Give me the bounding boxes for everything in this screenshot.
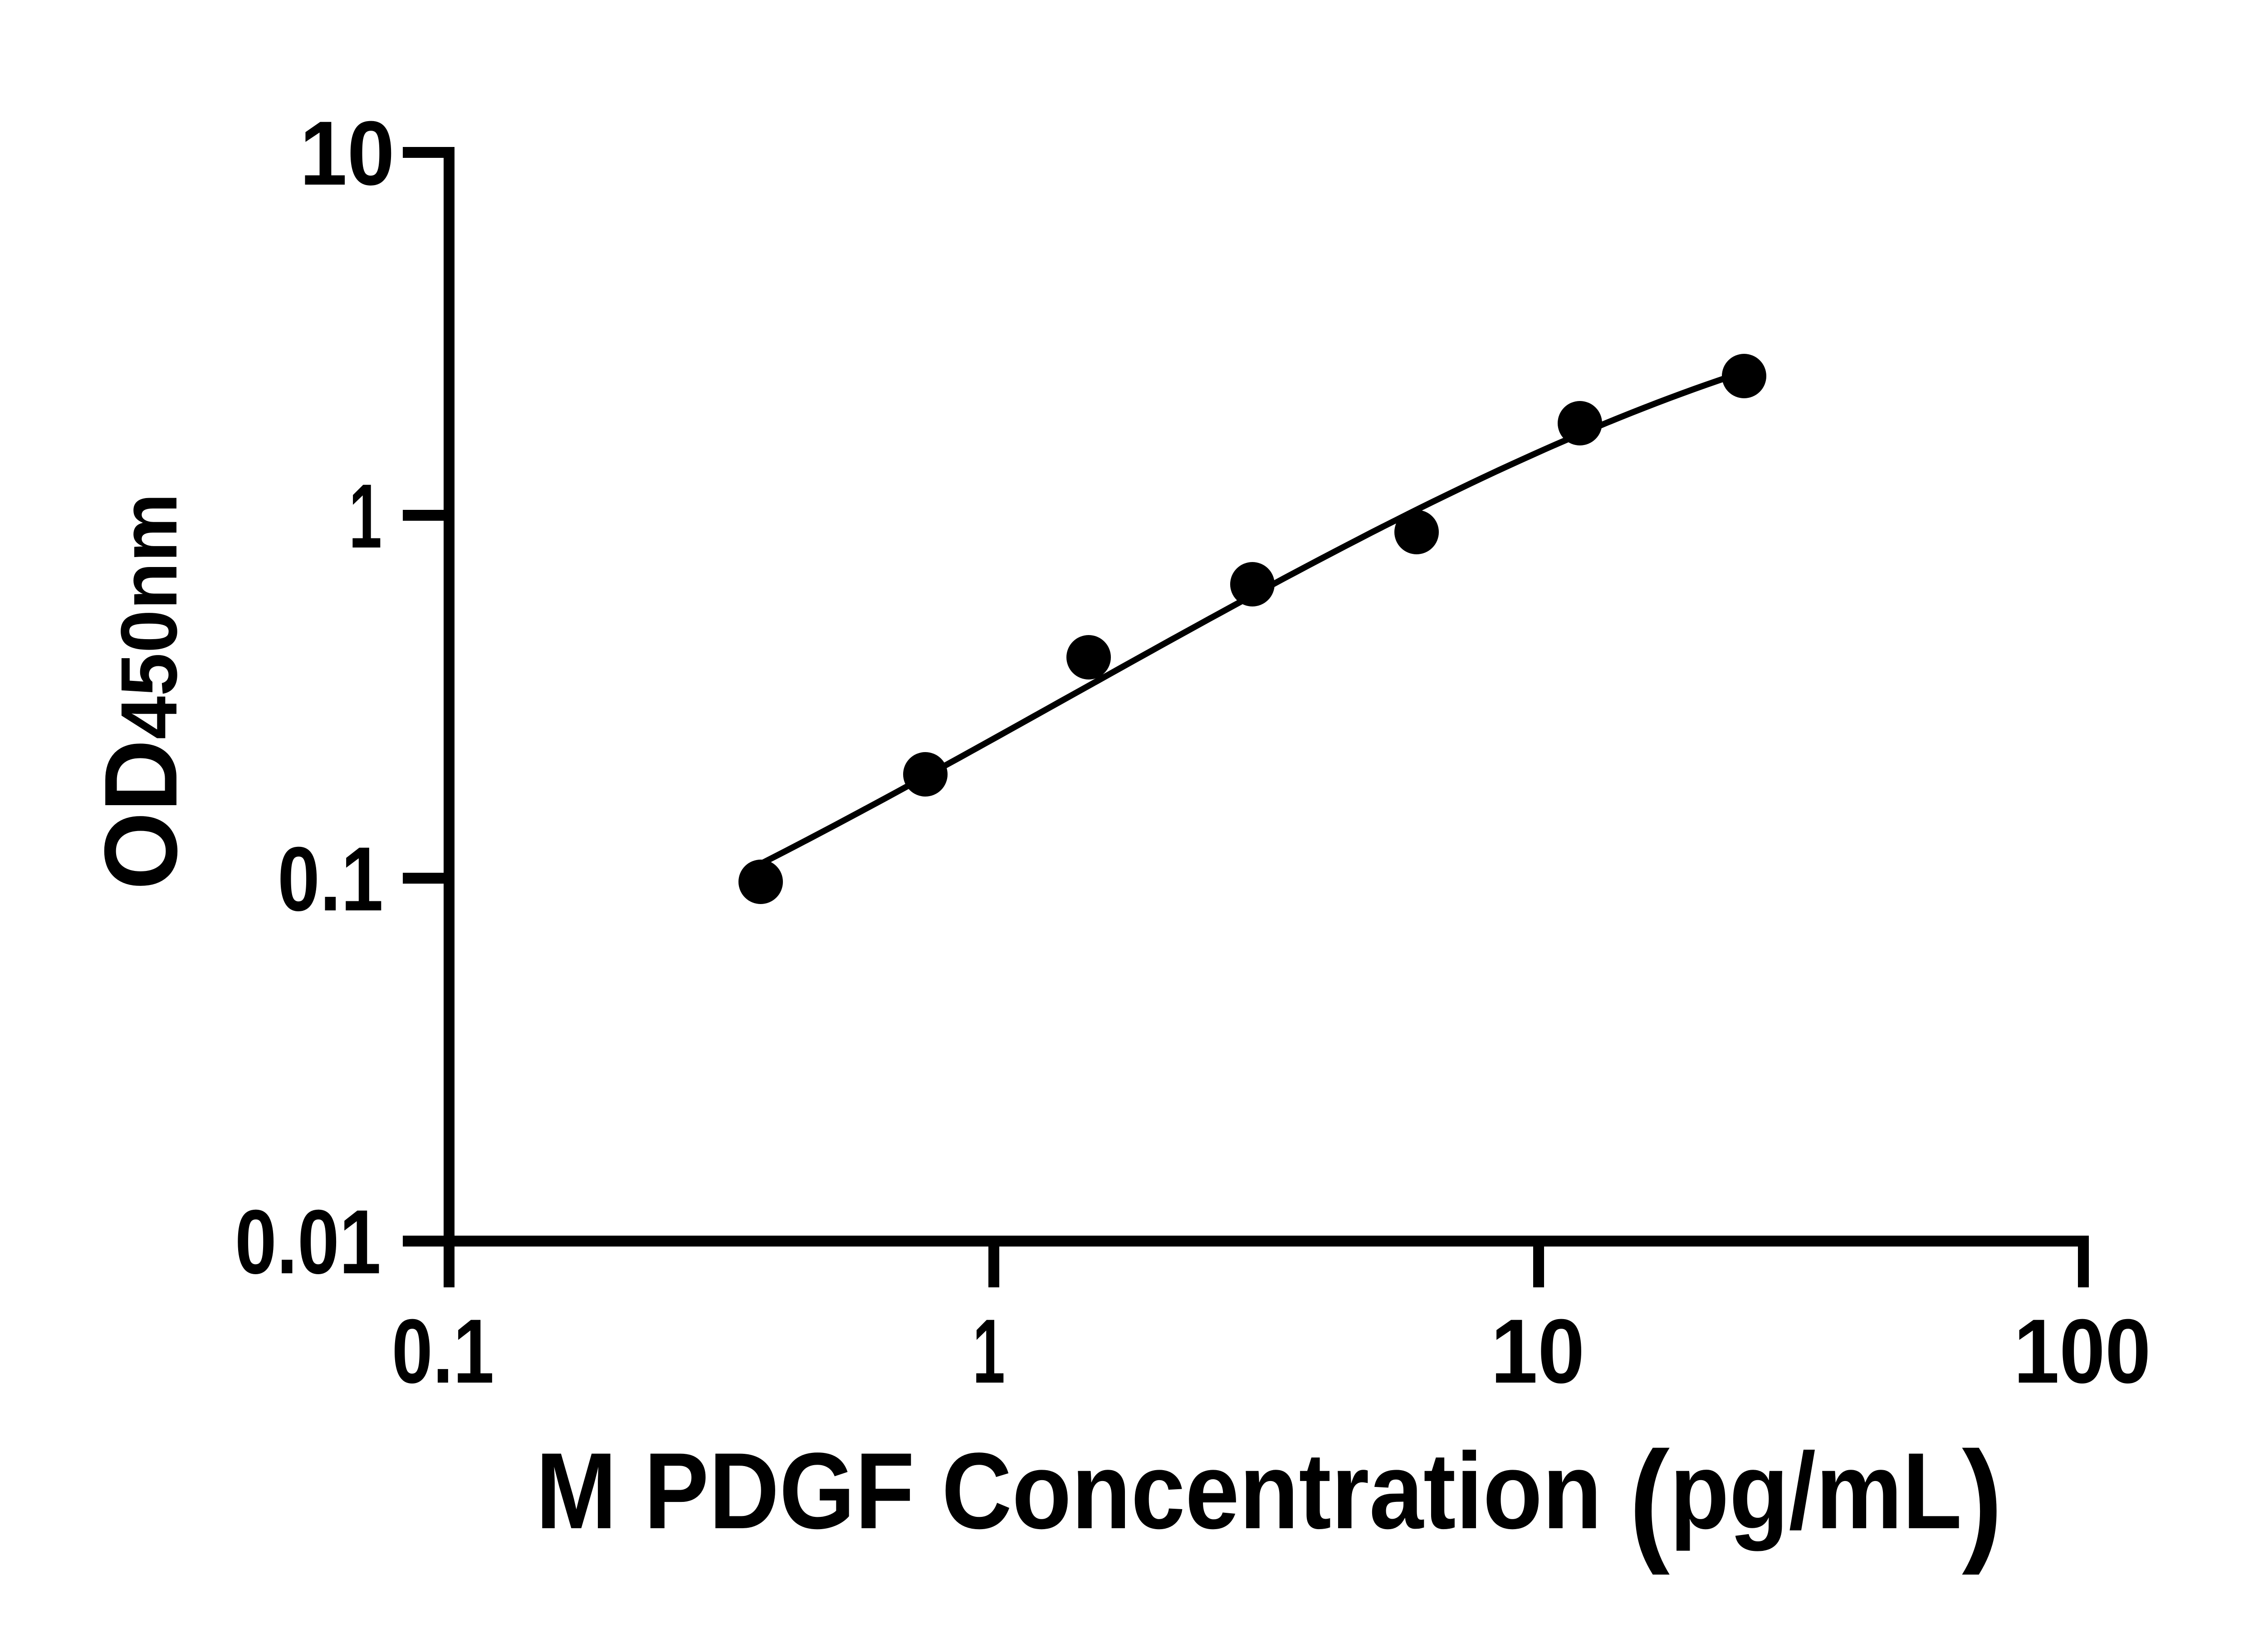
svg-text:10: 10 xyxy=(300,102,395,204)
svg-text:M PDGF Concentration (pg/mL): M PDGF Concentration (pg/mL) xyxy=(536,1423,2003,1576)
svg-text:0.01: 0.01 xyxy=(235,1191,381,1293)
svg-text:100: 100 xyxy=(2014,1300,2151,1402)
svg-text:0.1: 0.1 xyxy=(392,1300,494,1402)
svg-text:10: 10 xyxy=(1491,1300,1584,1402)
svg-text:1: 1 xyxy=(973,1300,1005,1402)
svg-text:OD450nm: OD450nm xyxy=(83,493,199,890)
svg-text:0.1: 0.1 xyxy=(278,828,383,930)
svg-text:1: 1 xyxy=(349,465,382,567)
